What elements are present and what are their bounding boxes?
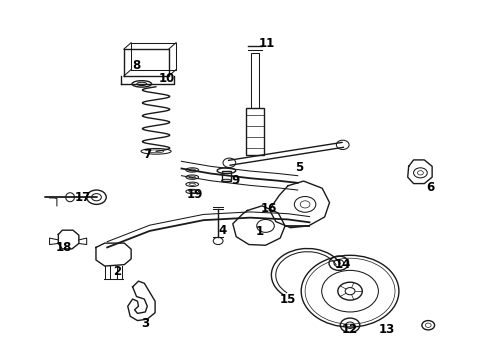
Text: 8: 8 xyxy=(132,59,141,72)
Bar xyxy=(221,171,231,181)
Text: 19: 19 xyxy=(187,188,203,201)
Text: 18: 18 xyxy=(56,241,73,254)
Bar xyxy=(246,108,264,155)
Text: 16: 16 xyxy=(260,202,277,215)
Text: 15: 15 xyxy=(280,293,296,306)
Text: 4: 4 xyxy=(219,224,227,237)
Text: 2: 2 xyxy=(113,265,121,278)
Text: 5: 5 xyxy=(294,161,303,174)
Text: 11: 11 xyxy=(259,37,275,50)
Text: 6: 6 xyxy=(427,181,435,194)
Text: 3: 3 xyxy=(141,317,149,330)
Text: 14: 14 xyxy=(335,258,351,271)
Bar xyxy=(251,53,259,108)
Text: 10: 10 xyxy=(159,72,175,85)
Text: 12: 12 xyxy=(342,323,358,336)
Text: 7: 7 xyxy=(143,148,151,161)
Text: 17: 17 xyxy=(74,192,91,204)
Text: 9: 9 xyxy=(231,174,239,186)
Text: 13: 13 xyxy=(379,323,395,336)
Text: 1: 1 xyxy=(256,225,264,238)
